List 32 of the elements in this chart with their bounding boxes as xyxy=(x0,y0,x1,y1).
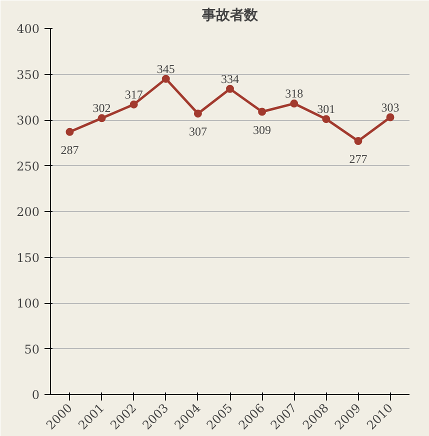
y-tick-label: 350 xyxy=(16,68,40,82)
data-label: 302 xyxy=(92,101,111,116)
y-tick-label: 250 xyxy=(16,159,40,174)
point xyxy=(290,100,298,108)
point xyxy=(386,113,394,122)
point xyxy=(98,114,106,122)
data-label: 303 xyxy=(381,100,400,114)
point xyxy=(258,108,266,116)
data-label: 287 xyxy=(60,142,79,157)
point xyxy=(162,74,170,83)
y-tick-label: 300 xyxy=(16,114,40,128)
data-label: 277 xyxy=(349,152,368,166)
point xyxy=(226,84,234,93)
point xyxy=(322,115,330,124)
data-label: 345 xyxy=(156,62,175,76)
y-tick-label: 150 xyxy=(16,250,40,265)
y-tick-label: 50 xyxy=(24,342,40,356)
data-label: 307 xyxy=(188,124,207,139)
chart-title: 事故者数 xyxy=(201,8,259,24)
data-label: 318 xyxy=(285,86,304,101)
data-label: 309 xyxy=(253,122,272,137)
data-label: 317 xyxy=(124,87,143,102)
y-tick-label: 0 xyxy=(32,388,40,402)
point xyxy=(66,128,74,136)
y-tick-label: 100 xyxy=(16,296,40,310)
data-label: 334 xyxy=(221,72,239,86)
y-tick-label: 400 xyxy=(16,22,40,36)
point xyxy=(130,100,138,108)
y-tick-label: 200 xyxy=(16,205,40,219)
data-label: 301 xyxy=(317,102,336,116)
point xyxy=(194,110,202,118)
point xyxy=(354,137,362,146)
